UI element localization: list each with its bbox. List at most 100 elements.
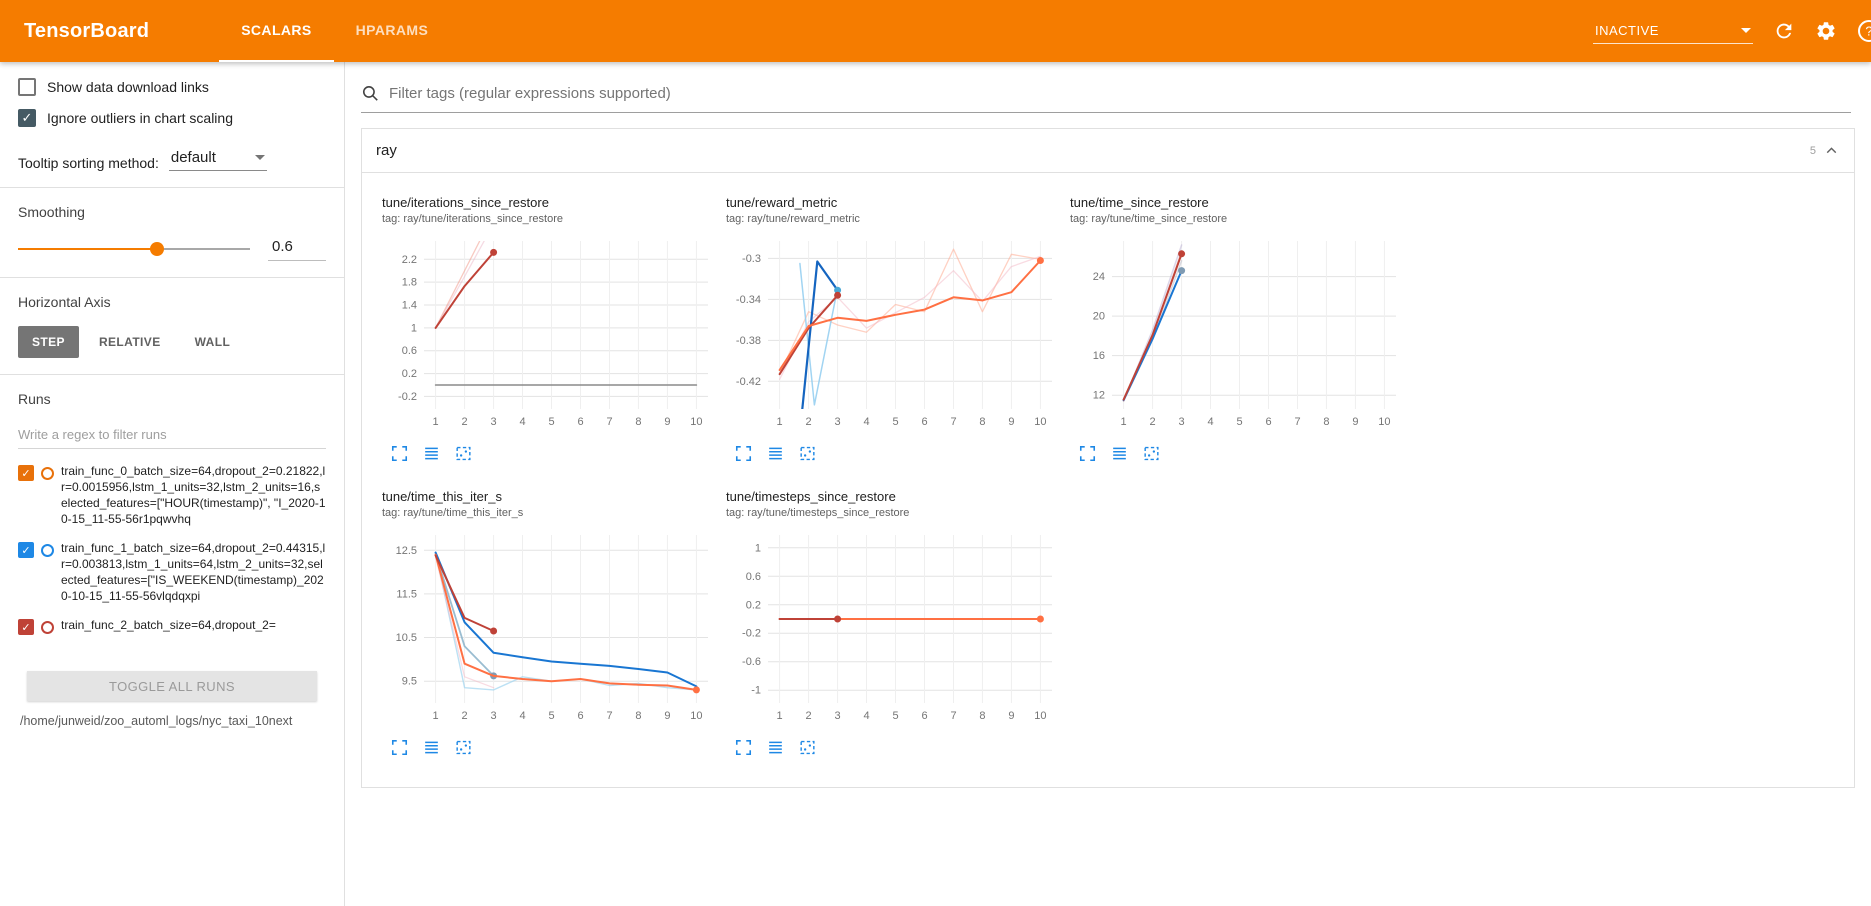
fit-domain-icon[interactable] [422,444,441,463]
svg-text:10.5: 10.5 [396,632,417,644]
svg-text:11.5: 11.5 [396,588,417,600]
svg-text:8: 8 [635,416,641,428]
svg-text:8: 8 [635,710,641,722]
chart-title: tune/reward_metric [726,195,838,210]
pin-chart-icon[interactable] [454,738,473,757]
chart-plot[interactable]: -0.2 0.2 0.6 1 1.4 1.8 2.2 1 2 3 4 5 6 7 8 9 10 [382,233,714,433]
run-checkbox-icon[interactable]: ✓ [18,465,34,481]
axis-step-button[interactable]: STEP [18,326,79,358]
chart-toolbar [726,444,1068,463]
svg-text:0.2: 0.2 [746,599,761,611]
run-checkbox-icon[interactable]: ✓ [18,619,34,635]
run-item[interactable]: ✓ train_func_2_batch_size=64,dropout_2= [18,617,326,635]
expand-chart-icon[interactable] [734,738,753,757]
chart-tag: tag: ray/tune/timesteps_since_restore [726,507,910,519]
collapse-chevron-up-icon[interactable] [1823,142,1840,159]
svg-text:-0.34: -0.34 [736,294,761,306]
chart-toolbar [726,738,1068,757]
toggle-all-runs-button[interactable]: TOGGLE ALL RUNS [27,671,317,701]
run-item[interactable]: ✓ train_func_0_batch_size=64,dropout_2=0.… [18,463,326,527]
fit-domain-icon[interactable] [766,444,785,463]
svg-text:3: 3 [491,416,497,428]
checkbox-label: Ignore outliers in chart scaling [47,110,233,126]
chart-title: tune/time_this_iter_s [382,489,502,504]
settings-gear-icon[interactable] [1815,20,1837,42]
expand-chart-icon[interactable] [1078,444,1097,463]
svg-text:5: 5 [892,416,898,428]
fit-domain-icon[interactable] [1110,444,1129,463]
chart-plot[interactable]: 9.5 10.5 11.5 12.5 1 2 3 4 5 6 7 8 9 10 [382,527,714,727]
run-label: train_func_0_batch_size=64,dropout_2=0.2… [61,464,326,526]
run-color-circle-icon[interactable] [41,621,54,634]
svg-text:1.8: 1.8 [402,277,417,289]
svg-text:0.6: 0.6 [746,571,761,583]
pin-chart-icon[interactable] [454,444,473,463]
svg-text:9: 9 [664,416,670,428]
svg-text:7: 7 [950,416,956,428]
chart-plot[interactable]: -1 -0.6 -0.2 0.2 0.6 1 1 2 3 4 5 6 7 8 9 10 [726,527,1058,727]
svg-text:10: 10 [1378,416,1390,428]
tooltip-sorting-dropdown[interactable]: default [168,147,267,171]
chart-tag: tag: ray/tune/reward_metric [726,213,860,225]
tag-filter-row [361,84,1851,113]
expand-chart-icon[interactable] [390,738,409,757]
help-icon[interactable]: ? [1857,19,1871,43]
svg-text:5: 5 [548,416,554,428]
svg-text:10: 10 [690,416,702,428]
runs-filter-input[interactable] [18,423,326,449]
tab-scalars[interactable]: SCALARS [219,0,334,62]
chart-title: tune/time_since_restore [1070,195,1209,210]
tooltip-sorting-label: Tooltip sorting method: [18,155,159,171]
refresh-icon[interactable] [1773,20,1795,42]
show-download-links-checkbox[interactable]: Show data download links [18,78,326,96]
svg-text:16: 16 [1093,350,1105,362]
svg-text:12.5: 12.5 [396,545,417,557]
status-dropdown[interactable]: INACTIVE [1593,18,1753,44]
svg-text:10: 10 [1034,710,1046,722]
run-color-circle-icon[interactable] [41,544,54,557]
tooltip-sorting-value: default [170,149,216,166]
svg-text:10: 10 [690,710,702,722]
axis-relative-button[interactable]: RELATIVE [85,326,175,358]
svg-text:5: 5 [892,710,898,722]
status-value: INACTIVE [1595,23,1659,38]
sidebar: Show data download links ✓ Ignore outlie… [0,62,345,906]
svg-text:7: 7 [1294,416,1300,428]
tab-hparams[interactable]: HPARAMS [355,22,429,38]
run-checkbox-icon[interactable]: ✓ [18,542,34,558]
svg-text:3: 3 [1179,416,1185,428]
chart-plot[interactable]: -0.42 -0.38 -0.34 -0.3 1 2 3 4 5 6 7 8 9 10 [726,233,1058,433]
pin-chart-icon[interactable] [1142,444,1161,463]
fit-domain-icon[interactable] [766,738,785,757]
tag-filter-input[interactable] [389,85,1851,102]
run-item[interactable]: ✓ train_func_1_batch_size=64,dropout_2=0.… [18,540,326,604]
pin-chart-icon[interactable] [798,738,817,757]
svg-text:8: 8 [979,416,985,428]
run-label: train_func_1_batch_size=64,dropout_2=0.4… [61,541,326,603]
svg-text:6: 6 [921,710,927,722]
svg-text:0.2: 0.2 [402,368,417,380]
pin-chart-icon[interactable] [798,444,817,463]
run-color-circle-icon[interactable] [41,467,54,480]
expand-chart-icon[interactable] [390,444,409,463]
svg-text:5: 5 [548,710,554,722]
axis-wall-button[interactable]: WALL [181,326,245,358]
svg-text:2.2: 2.2 [402,254,417,266]
svg-text:?: ? [1865,24,1871,39]
svg-text:6: 6 [1265,416,1271,428]
svg-text:2: 2 [806,416,812,428]
expand-chart-icon[interactable] [734,444,753,463]
svg-text:0.6: 0.6 [402,345,417,357]
fit-domain-icon[interactable] [422,738,441,757]
svg-text:4: 4 [519,416,525,428]
smoothing-slider[interactable] [18,241,250,256]
tag-group-header[interactable]: ray 5 [362,129,1854,173]
slider-thumb[interactable] [150,241,165,256]
chart-title: tune/iterations_since_restore [382,195,549,210]
ignore-outliers-checkbox[interactable]: ✓ Ignore outliers in chart scaling [18,109,326,127]
svg-text:1: 1 [433,416,439,428]
svg-text:-0.38: -0.38 [736,335,761,347]
smoothing-value[interactable]: 0.6 [268,236,326,261]
checkbox-unchecked-icon [18,78,36,96]
